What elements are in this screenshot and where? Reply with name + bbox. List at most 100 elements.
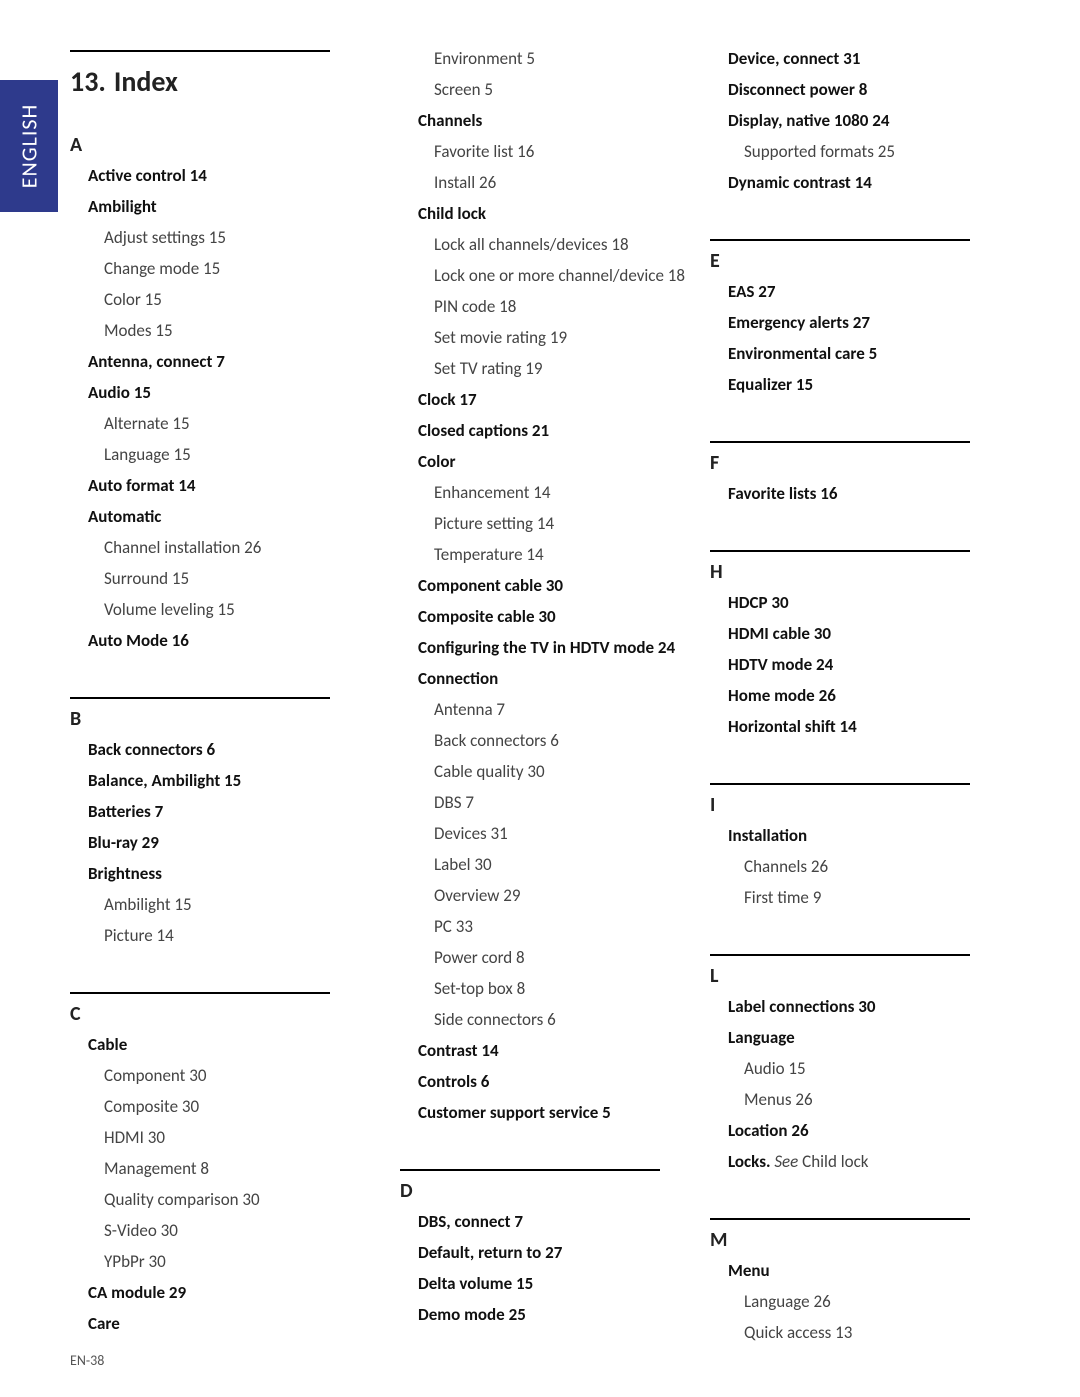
index-entry: Blu-ray 29 [70,834,370,851]
index-entry: Back connectors 6 [70,741,370,758]
entry-page: 26 [475,172,496,193]
entry-page: 30 [471,854,492,875]
index-entry: Disconnect power 8 [710,81,1010,98]
index-entry: Home mode 26 [710,687,1010,704]
entry-page: 15 [168,568,189,589]
entry-label: Back connectors [88,739,203,760]
entry-label: Brightness [88,863,162,884]
entry-page: 18 [664,265,685,286]
index-entry: Lock all channels/devices 18 [400,236,700,253]
title-text: Index [114,64,178,99]
spacer [710,920,1010,954]
entry-label: HDMI [104,1127,144,1148]
entry-page: 26 [810,1291,831,1312]
index-entry: Cable quality 30 [400,763,700,780]
index-entry: Child lock [400,205,700,222]
entry-label: Alternate [104,413,169,434]
entry-page: 8 [513,978,525,999]
spacer [710,1184,1010,1218]
entry-label: Dynamic contrast [728,172,851,193]
index-entry: Language 26 [710,1293,1010,1310]
entry-page: 24 [812,654,833,675]
index-entry: Closed captions 21 [400,422,700,439]
entry-label: Antenna, connect [88,351,212,372]
entry-label: DBS, connect [418,1211,511,1232]
index-entry: Component cable 30 [400,577,700,594]
index-entry: Set movie rating 19 [400,329,700,346]
index-entry: Overview 29 [400,887,700,904]
index-entry: Audio 15 [710,1060,1010,1077]
entry-label: Label connections [728,996,854,1017]
entry-label: Location [728,1120,788,1141]
index-entry: Menus 26 [710,1091,1010,1108]
index-entry: Devices 31 [400,825,700,842]
entry-label: Connection [418,668,498,689]
entry-page: 27 [754,281,775,302]
entry-label: Volume leveling [104,599,214,620]
title-number: 13. [70,64,106,99]
index-entry: Environment 5 [400,50,700,67]
index-entry: Antenna, connect 7 [70,353,370,370]
entry-page: 30 [524,761,545,782]
spacer [70,958,370,992]
index-letter: C [70,1002,370,1026]
entry-page: 27 [541,1242,562,1263]
entry-page: 15 [512,1273,533,1294]
entry-page: 5 [865,343,877,364]
entry-label: Blu-ray [88,832,138,853]
entry-page: 29 [165,1282,186,1303]
index-entry: Temperature 14 [400,546,700,563]
entry-page: 15 [141,289,162,310]
index-entry: Automatic [70,508,370,525]
entry-page: 14 [836,716,857,737]
entry-label: Audio [88,382,130,403]
entry-page: 29 [138,832,159,853]
entry-label: Environmental care [728,343,865,364]
entry-label: Installation [728,825,807,846]
entry-label: Demo mode [418,1304,505,1325]
section-rule [400,1169,660,1171]
entry-label: Composite cable [418,606,535,627]
index-entry: Lock one or more channel/device 18 [400,267,700,284]
entry-page: 14 [174,475,195,496]
entry-label: Customer support service [418,1102,598,1123]
entry-label: Supported formats [744,141,874,162]
entry-page: 26 [792,1089,813,1110]
entry-label: Picture [104,925,153,946]
entry-page: 7 [511,1211,523,1232]
index-letter: A [70,133,370,157]
index-entry: S-Video 30 [70,1222,370,1239]
entry-label: First time [744,887,809,908]
entry-page: 6 [477,1071,489,1092]
index-entry: Balance, Ambilight 15 [70,772,370,789]
entry-page: 15 [130,382,151,403]
entry-label: Component cable [418,575,542,596]
index-entry: Volume leveling 15 [70,601,370,618]
entry-label: Channels [418,110,482,131]
entry-page: 30 [178,1096,199,1117]
entry-label: Cable quality [434,761,524,782]
entry-label: Ambilight [88,196,157,217]
index-entry: DBS, connect 7 [400,1213,700,1230]
index-entry: Configuring the TV in HDTV mode 24 [400,639,700,656]
entry-label: Quick access [744,1322,831,1343]
entry-page: 30 [157,1220,178,1241]
entry-page: 29 [499,885,520,906]
entry-label: Horizontal shift [728,716,836,737]
entry-label: Auto Mode [88,630,168,651]
entry-label: Adjust settings [104,227,205,248]
index-entry: DBS 7 [400,794,700,811]
index-entry: Modes 15 [70,322,370,339]
index-entry: Language 15 [70,446,370,463]
entry-label: Favorite lists [728,483,816,504]
entry-label: EAS [728,281,754,302]
entry-label: Emergency alerts [728,312,849,333]
index-entry: Ambilight [70,198,370,215]
section-rule [710,954,970,956]
entry-label: Set-top box [434,978,513,999]
column-2: Environment 5Screen 5ChannelsFavorite li… [400,50,700,1337]
entry-label: Audio [744,1058,785,1079]
section-rule [710,441,970,443]
entry-label: Devices [434,823,487,844]
language-tab-label: ENGLISH [16,104,43,188]
